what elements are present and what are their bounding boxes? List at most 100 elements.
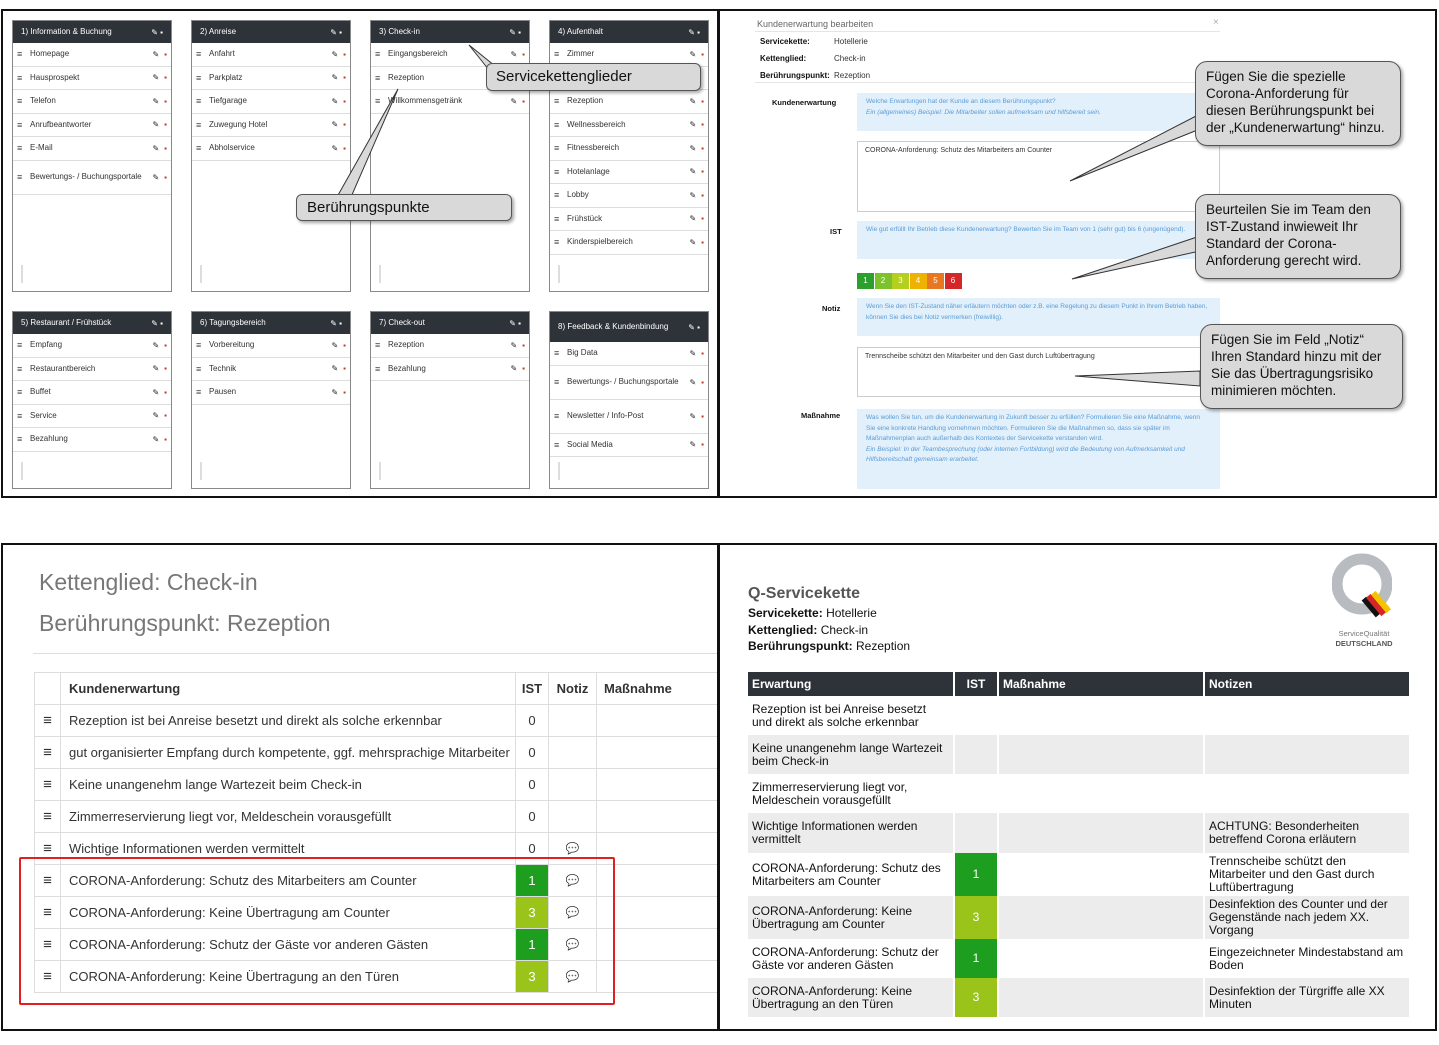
drag-handle-icon[interactable]: ≡	[554, 439, 560, 450]
drag-handle-icon[interactable]: ≡	[554, 213, 560, 224]
edit-icon[interactable]: ✎	[152, 434, 160, 444]
edit-icon[interactable]: ✎	[688, 322, 695, 332]
drag-handle-icon[interactable]: ≡	[17, 172, 23, 182]
score-option-3[interactable]: 3	[892, 273, 909, 289]
table-row[interactable]: ≡ Keine unangenehm lange Wartezeit beim C…	[34, 768, 717, 801]
drag-handle-icon[interactable]: ≡	[17, 143, 23, 154]
trash-icon[interactable]: ▪	[343, 387, 346, 397]
edit-icon[interactable]: ✎	[330, 27, 337, 37]
drag-handle-icon[interactable]: ≡	[554, 190, 560, 201]
beruehrungspunkt-item[interactable]: ≡ Frühstück ✎ ▪	[550, 208, 708, 231]
beruehrungspunkt-item[interactable]: ≡ Wellnessbereich ✎ ▪	[550, 114, 708, 137]
edit-icon[interactable]: ✎	[689, 440, 697, 450]
trash-icon[interactable]: ▪	[343, 73, 346, 83]
edit-icon[interactable]: ✎	[151, 27, 158, 37]
trash-icon[interactable]: ▪	[701, 49, 704, 59]
table-row[interactable]: ≡ CORONA-Anforderung: Schutz der Gäste vo…	[34, 928, 717, 961]
edit-icon[interactable]: ✎	[152, 340, 160, 350]
beruehrungspunkt-item[interactable]: ≡ Eingangsbereich ✎ ▪	[371, 43, 529, 67]
trash-icon[interactable]: ▪	[164, 49, 167, 59]
trash-icon[interactable]: ▪	[518, 27, 521, 37]
edit-icon[interactable]: ✎	[152, 411, 160, 421]
beruehrungspunkt-item[interactable]: ≡ Bezahlung ✎ ▪	[371, 358, 529, 381]
trash-icon[interactable]: ▪	[160, 27, 163, 37]
edit-icon[interactable]: ✎	[152, 96, 160, 106]
trash-icon[interactable]: ▪	[697, 322, 700, 332]
drag-handle-icon[interactable]: ≡	[34, 704, 61, 737]
notiz-textarea[interactable]: Trennscheibe schützt den Mitarbeiter und…	[857, 347, 1220, 397]
trash-icon[interactable]: ▪	[518, 318, 521, 328]
table-row[interactable]: ≡ CORONA-Anforderung: Keine Übertragung a…	[34, 896, 717, 929]
beruehrungspunkt-item[interactable]: ≡ Pausen ✎ ▪	[192, 381, 350, 405]
edit-icon[interactable]: ✎	[689, 190, 697, 200]
drag-handle-icon[interactable]: ≡	[34, 768, 61, 801]
drag-handle-icon[interactable]: ≡	[196, 72, 202, 83]
drag-handle-icon[interactable]: ≡	[554, 348, 560, 359]
trash-icon[interactable]: ▪	[701, 348, 704, 358]
drag-handle-icon[interactable]: ≡	[34, 832, 61, 865]
beruehrungspunkt-item[interactable]: ≡ Bewertungs- / Buchungsportale ✎ ▪	[550, 366, 708, 400]
beruehrungspunkt-item[interactable]: ≡ Vorbereitung ✎ ▪	[192, 334, 350, 358]
table-row[interactable]: ≡ CORONA-Anforderung: Schutz des Mitarbei…	[34, 864, 717, 897]
drag-handle-icon[interactable]: ≡	[375, 363, 381, 374]
table-row[interactable]: ≡ Zimmerreservierung liegt vor, Meldesche…	[34, 800, 717, 833]
close-icon[interactable]: ×	[1213, 17, 1219, 28]
score-option-6[interactable]: 6	[944, 273, 962, 289]
trash-icon[interactable]: ▪	[339, 27, 342, 37]
drag-handle-icon[interactable]: ≡	[554, 119, 560, 130]
comment-icon[interactable]: 💬	[548, 960, 597, 993]
drag-handle-icon[interactable]: ≡	[17, 119, 23, 130]
trash-icon[interactable]: ▪	[343, 49, 346, 59]
drag-handle-icon[interactable]: ≡	[554, 411, 560, 421]
trash-icon[interactable]: ▪	[701, 440, 704, 450]
trash-icon[interactable]: ▪	[164, 364, 167, 374]
drag-handle-icon[interactable]: ≡	[17, 387, 23, 398]
drag-handle-icon[interactable]: ≡	[17, 363, 23, 374]
edit-icon[interactable]: ✎	[152, 49, 160, 59]
beruehrungspunkt-item[interactable]: ≡ Social Media ✎ ▪	[550, 434, 708, 457]
trash-icon[interactable]: ▪	[160, 318, 163, 328]
trash-icon[interactable]: ▪	[522, 49, 525, 59]
trash-icon[interactable]: ▪	[701, 377, 704, 387]
edit-icon[interactable]: ✎	[152, 364, 160, 374]
edit-icon[interactable]: ✎	[331, 364, 339, 374]
trash-icon[interactable]: ▪	[522, 96, 525, 106]
beruehrungspunkt-item[interactable]: ≡ Service ✎ ▪	[13, 405, 171, 428]
edit-icon[interactable]: ✎	[510, 364, 518, 374]
drag-handle-icon[interactable]: ≡	[196, 143, 202, 154]
edit-icon[interactable]: ✎	[689, 214, 697, 224]
trash-icon[interactable]: ▪	[701, 120, 704, 130]
drag-handle-icon[interactable]: ≡	[17, 410, 23, 421]
trash-icon[interactable]: ▪	[701, 237, 704, 247]
table-row[interactable]: ≡ Rezeption ist bei Anreise besetzt und d…	[34, 704, 717, 737]
edit-icon[interactable]: ✎	[152, 387, 160, 397]
trash-icon[interactable]: ▪	[164, 172, 167, 182]
trash-icon[interactable]: ▪	[164, 96, 167, 106]
score-option-1[interactable]: 1	[857, 273, 874, 289]
trash-icon[interactable]: ▪	[164, 411, 167, 421]
trash-icon[interactable]: ▪	[164, 387, 167, 397]
trash-icon[interactable]: ▪	[522, 340, 525, 350]
edit-icon[interactable]: ✎	[510, 96, 518, 106]
trash-icon[interactable]: ▪	[701, 411, 704, 421]
beruehrungspunkt-item[interactable]: ≡ Bewertungs- / Buchungsportale ✎ ▪	[13, 161, 171, 195]
beruehrungspunkt-item[interactable]: ≡ Parkplatz ✎ ▪	[192, 67, 350, 90]
trash-icon[interactable]: ▪	[701, 143, 704, 153]
trash-icon[interactable]: ▪	[164, 434, 167, 444]
beruehrungspunkt-item[interactable]: ≡ Empfang ✎ ▪	[13, 334, 171, 358]
edit-icon[interactable]: ✎	[689, 377, 697, 387]
beruehrungspunkt-item[interactable]: ≡ Hausprospekt ✎ ▪	[13, 67, 171, 90]
trash-icon[interactable]: ▪	[164, 143, 167, 153]
edit-icon[interactable]: ✎	[510, 49, 518, 59]
trash-icon[interactable]: ▪	[164, 340, 167, 350]
trash-icon[interactable]: ▪	[522, 364, 525, 374]
trash-icon[interactable]: ▪	[697, 27, 700, 37]
table-row[interactable]: ≡ Wichtige Informationen werden vermittel…	[34, 832, 717, 865]
beruehrungspunkt-item[interactable]: ≡ Fitnessbereich ✎ ▪	[550, 137, 708, 161]
edit-icon[interactable]: ✎	[689, 411, 697, 421]
edit-icon[interactable]: ✎	[331, 49, 339, 59]
beruehrungspunkt-item[interactable]: ≡ Big Data ✎ ▪	[550, 342, 708, 366]
beruehrungspunkt-item[interactable]: ≡ Kinderspielbereich ✎ ▪	[550, 231, 708, 255]
drag-handle-icon[interactable]: ≡	[17, 340, 23, 351]
beruehrungspunkt-item[interactable]: ≡ Anrufbeantworter ✎ ▪	[13, 114, 171, 137]
